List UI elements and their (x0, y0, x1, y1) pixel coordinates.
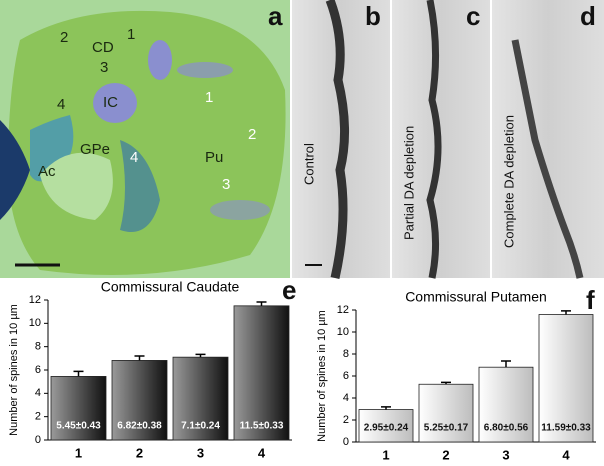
y-tick-label: 6 (343, 370, 349, 382)
patch (177, 62, 233, 78)
bar (233, 305, 290, 441)
error-bar (256, 301, 267, 306)
panel-letter: e (282, 275, 296, 305)
panel-letter: f (586, 285, 595, 315)
region-label: Pu (205, 149, 223, 166)
x-tick-label: 1 (382, 447, 389, 462)
dendrite (426, 0, 442, 279)
dendrite (325, 0, 349, 279)
error-bar (195, 353, 206, 358)
ac-region (40, 152, 113, 220)
bar (538, 314, 594, 443)
region-label: CD (92, 39, 114, 56)
panel-letter: a (268, 1, 283, 31)
value-label: 11.5±0.33 (240, 421, 284, 432)
bar (418, 383, 474, 443)
region-label: IC (103, 94, 118, 111)
y-tick-label: 4 (343, 392, 349, 404)
y-tick-label: 8 (35, 341, 41, 353)
panel-a: 2 CD 1 3 4 IC 1 2 GPe 4 Pu 3 Ac a (0, 0, 290, 278)
x-tick-label: 1 (75, 445, 82, 460)
condition-label: Partial DA depletion (401, 126, 416, 240)
dark-region (0, 120, 30, 220)
error-bar (381, 406, 391, 410)
panel-c: Partial DA depletion c (392, 0, 490, 279)
y-tick-label: 0 (343, 436, 349, 448)
error-bar (73, 370, 84, 377)
value-label: 11.59±0.33 (541, 423, 591, 434)
region-label: 4 (130, 149, 138, 166)
panel-letter: d (580, 1, 596, 31)
region-label: 1 (205, 89, 213, 106)
bar (172, 356, 229, 441)
bar (478, 366, 534, 443)
panel-letter: c (466, 1, 480, 31)
y-axis-label: Number of spines in 10 µm (316, 310, 328, 442)
patch (210, 200, 270, 220)
value-label: 2.95±0.24 (364, 423, 409, 434)
y-tick-label: 2 (343, 414, 349, 426)
patch (93, 83, 137, 123)
panel-bg (492, 0, 604, 278)
x-tick-label: 2 (442, 447, 449, 462)
bar (111, 360, 168, 441)
condition-label: Complete DA depletion (501, 115, 516, 248)
region-label: Ac (38, 163, 56, 180)
value-label: 7.1±0.24 (181, 421, 220, 432)
bar (358, 409, 414, 443)
x-tick-label: 4 (258, 445, 266, 460)
y-tick-label: 10 (337, 326, 349, 338)
panel-d: Complete DA depletion d (492, 0, 604, 279)
value-label: 6.80±0.56 (484, 423, 529, 434)
y-axis-label: Number of spines in 10 µm (8, 304, 20, 436)
x-tick-label: 2 (136, 445, 143, 460)
blue-region (120, 140, 160, 232)
region-label: 3 (100, 59, 108, 76)
condition-label: Control (301, 143, 316, 185)
error-bar (501, 360, 511, 368)
chart-title: Commissural Putamen (405, 289, 547, 305)
region-label: 2 (248, 126, 256, 143)
chart-title: Commissural Caudate (101, 279, 240, 295)
panel-letter: b (365, 1, 381, 31)
x-tick-label: 3 (197, 445, 204, 460)
value-label: 5.25±0.17 (424, 423, 469, 434)
error-bar (441, 381, 451, 385)
x-tick-label: 4 (562, 447, 570, 462)
y-tick-label: 12 (29, 294, 41, 306)
panel-b: Control b (292, 0, 390, 279)
value-label: 6.82±0.38 (117, 421, 162, 432)
x-tick-label: 3 (502, 447, 509, 462)
y-tick-label: 4 (35, 387, 41, 399)
y-tick-label: 12 (337, 304, 349, 316)
y-tick-label: 0 (35, 434, 41, 446)
region-label: GPe (80, 141, 110, 158)
region-label: 1 (127, 26, 135, 43)
region-label: 4 (57, 96, 65, 113)
error-bar (134, 355, 145, 361)
y-tick-label: 6 (35, 364, 41, 376)
region-label: 3 (222, 176, 230, 193)
y-tick-label: 2 (35, 411, 41, 423)
error-bar (561, 310, 571, 315)
y-tick-label: 8 (343, 348, 349, 360)
patch (148, 40, 172, 80)
dendrite (511, 39, 584, 279)
y-tick-label: 10 (29, 317, 41, 329)
value-label: 5.45±0.43 (56, 421, 101, 432)
region-label: 2 (60, 29, 68, 46)
